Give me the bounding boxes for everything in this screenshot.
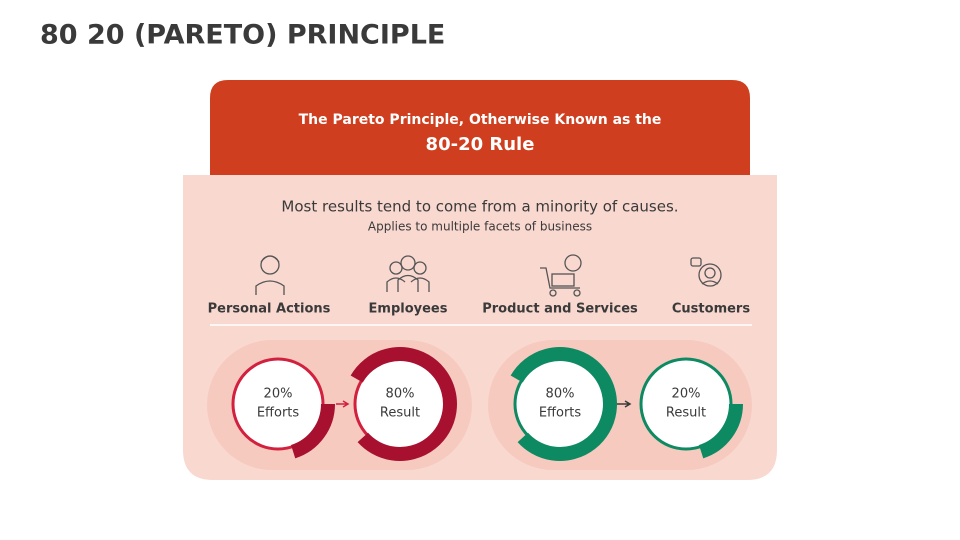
facet-label: Personal Actions [208, 302, 331, 317]
facet-label: Product and Services [482, 302, 638, 317]
facet-label: Employees [369, 302, 448, 317]
description-sub: Applies to multiple facets of business [368, 220, 592, 234]
icon-employees [386, 255, 430, 292]
ring-label: Result [666, 406, 706, 421]
slide-title: 80 20 (PARETO) PRINCIPLE [40, 20, 445, 51]
percent: 80% [546, 387, 575, 402]
ring-arc [629, 347, 743, 461]
icon-products [540, 254, 582, 297]
header-rule: 80-20 Rule [426, 134, 535, 155]
facet-label: Customers [672, 302, 750, 317]
header-line: The Pareto Principle, Otherwise Known as… [299, 112, 662, 128]
ring-label: Result [380, 406, 420, 421]
percent: 20% [264, 387, 293, 402]
ring-arc [503, 347, 617, 462]
description: Most results tend to come from a minorit… [281, 198, 678, 216]
percent: 80% [386, 387, 415, 402]
icon-person [255, 255, 285, 295]
ring-label: Efforts [539, 406, 582, 421]
icon-customers [690, 257, 722, 287]
header-box [210, 80, 750, 175]
percent: 20% [672, 387, 701, 402]
arrow [617, 400, 632, 408]
ring-arc [343, 347, 457, 461]
ring-arc [221, 347, 335, 461]
ring-label: Efforts [257, 406, 300, 421]
arrow [336, 400, 350, 408]
